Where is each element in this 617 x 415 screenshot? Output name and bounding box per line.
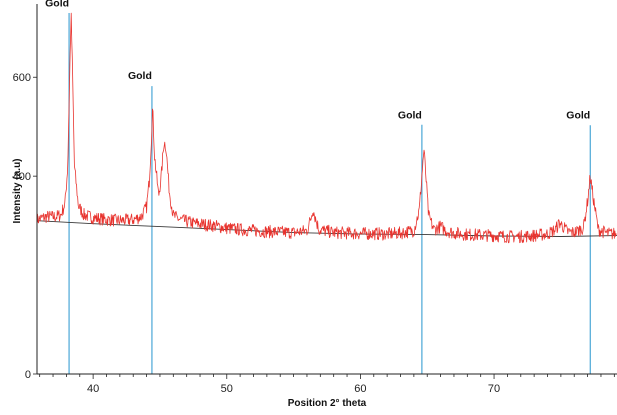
annotation-label: Gold [566, 110, 590, 122]
annotation-label: Gold [128, 70, 152, 82]
x-axis-title: Position 2° theta [288, 398, 367, 409]
annotations: Gold Gold Gold Gold [45, 0, 590, 122]
reference-lines [69, 13, 590, 374]
pattern-line [37, 13, 616, 243]
annotation-label: Gold [45, 0, 69, 9]
y-axis-title: Intensity (a.u) [12, 158, 23, 223]
x-tick-label: 50 [221, 383, 233, 395]
y-tick-label: 0 [25, 369, 31, 381]
x-tick-label: 70 [488, 383, 500, 395]
x-tick-label: 40 [87, 383, 99, 395]
y-tick-label: 600 [13, 72, 31, 84]
x-tick-label: 60 [354, 383, 366, 395]
annotation-label: Gold [398, 109, 422, 121]
axes [33, 4, 617, 379]
pattern-series [37, 13, 617, 243]
